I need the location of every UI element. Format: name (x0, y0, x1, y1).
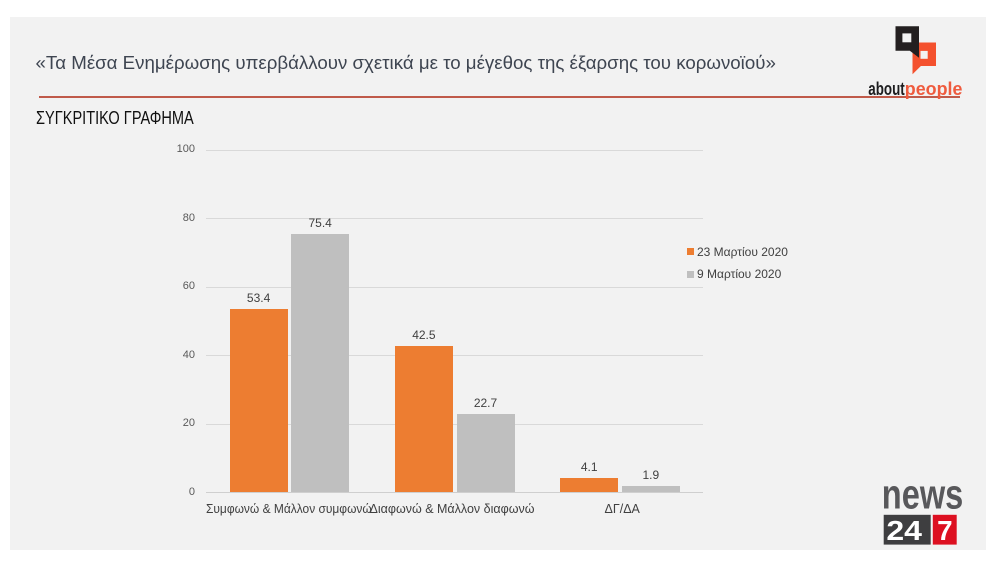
svg-text:about: about (868, 78, 904, 99)
svg-text:news: news (882, 478, 964, 517)
svg-text:7: 7 (937, 515, 952, 546)
svg-text:people: people (905, 78, 963, 99)
svg-text:24: 24 (886, 515, 922, 546)
